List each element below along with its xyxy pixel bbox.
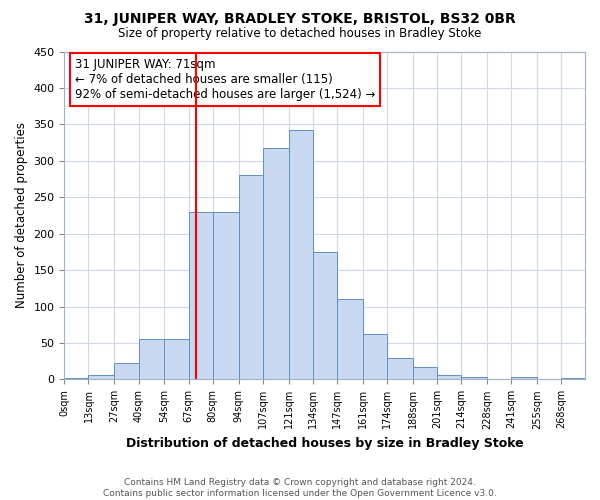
Text: Contains HM Land Registry data © Crown copyright and database right 2024.
Contai: Contains HM Land Registry data © Crown c… (103, 478, 497, 498)
Bar (289, 130, 313, 380)
Text: 31, JUNIPER WAY, BRADLEY STOKE, BRISTOL, BS32 0BR: 31, JUNIPER WAY, BRADLEY STOKE, BRISTOL,… (84, 12, 516, 26)
Bar (437, 375, 461, 380)
Bar (362, 334, 387, 380)
Bar (313, 252, 337, 380)
Bar (239, 176, 263, 380)
Text: 31 JUNIPER WAY: 71sqm
← 7% of detached houses are smaller (115)
92% of semi-deta: 31 JUNIPER WAY: 71sqm ← 7% of detached h… (75, 58, 375, 101)
Bar (337, 300, 362, 380)
X-axis label: Distribution of detached houses by size in Bradley Stoke: Distribution of detached houses by size … (126, 437, 524, 450)
Bar (263, 148, 289, 380)
Bar (511, 376, 537, 380)
Bar (487, 378, 511, 380)
Bar (561, 378, 585, 380)
Y-axis label: Number of detached properties: Number of detached properties (15, 122, 28, 308)
Text: Size of property relative to detached houses in Bradley Stoke: Size of property relative to detached ho… (118, 28, 482, 40)
Bar (461, 378, 487, 380)
Bar (115, 364, 139, 380)
Bar (537, 378, 561, 380)
Bar (164, 340, 188, 380)
Bar (387, 358, 413, 380)
Bar (88, 375, 115, 380)
Bar (188, 212, 212, 380)
Bar (139, 340, 164, 380)
Bar (212, 212, 239, 380)
Bar (64, 378, 88, 380)
Bar (413, 367, 437, 380)
